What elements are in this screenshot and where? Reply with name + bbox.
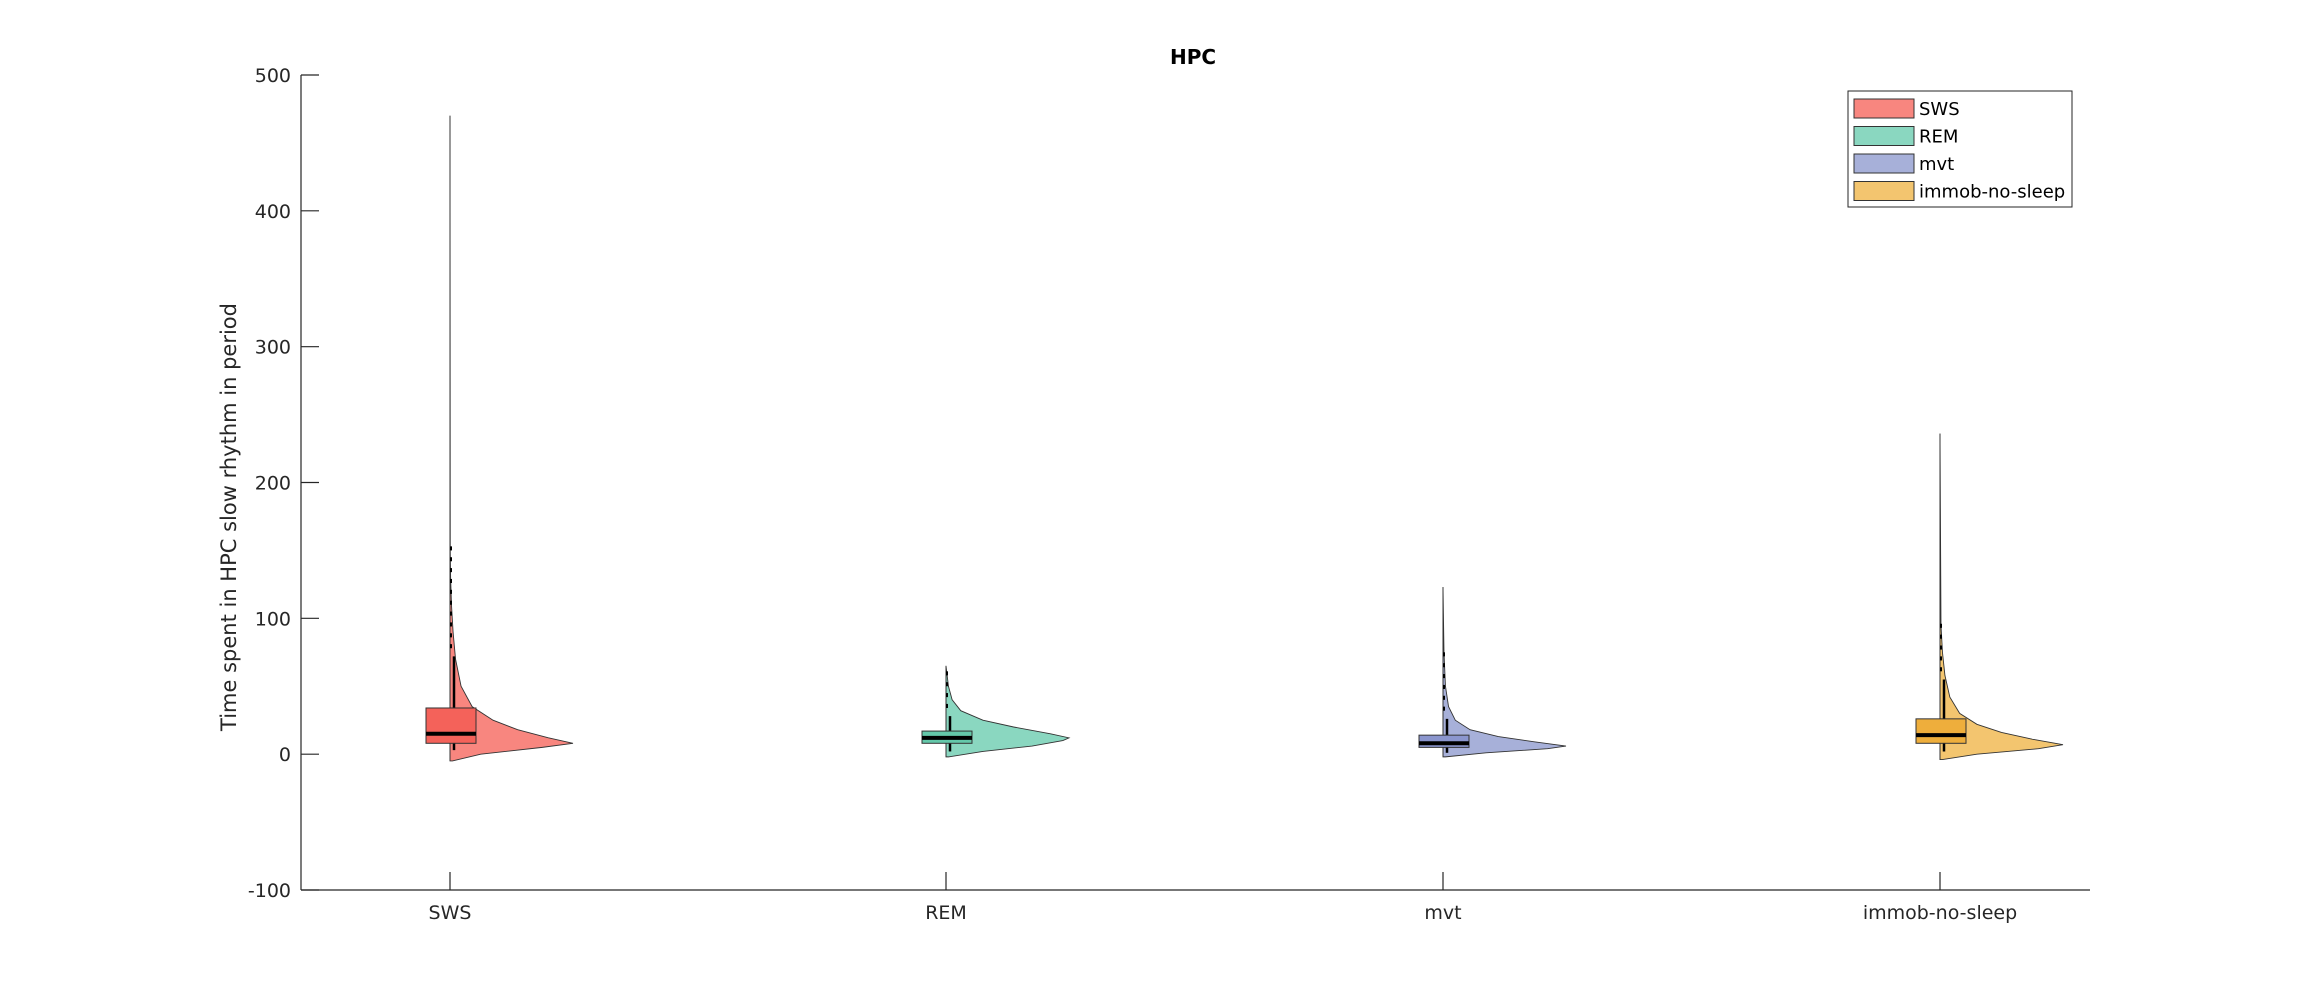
box [425,707,477,744]
plot-area [425,115,2064,762]
violin-SWS [425,115,574,762]
y-tick-label: -100 [248,880,291,902]
violin-shape [1442,587,1567,758]
violin-shape [1939,433,2064,761]
y-axis-label: Time spent in HPC slow rhythm in period [217,303,241,732]
violin-shape [945,665,1071,758]
y-tick-label: 400 [255,201,291,223]
violin-mvt [1418,587,1567,758]
legend-label: REM [1919,127,1958,148]
violin-immob-no-sleep [1915,433,2064,761]
x-tick-label: mvt [1424,902,1461,924]
violin-shape [449,115,574,762]
x-tick-label: immob-no-sleep [1863,902,2017,924]
violin-REM [921,665,1071,758]
y-tick-label: 500 [255,65,291,87]
y-tick-label: 100 [255,608,291,630]
legend-swatch [1853,153,1915,174]
x-tick-label: REM [925,902,967,924]
legend-swatch [1853,98,1915,119]
legend: SWS REM mvt immob-no-sleep [1847,90,2073,208]
y-tick-label: 200 [255,473,291,495]
legend-label: SWS [1919,99,1960,120]
legend-swatch [1853,126,1915,146]
legend-label: mvt [1919,154,1954,175]
chart-title: HPC [1170,45,1216,69]
axes: -100 0 100 200 300 400 500 SWS REM mvt immob-no-sl… [248,65,2090,924]
y-tick-label: 0 [279,744,291,766]
box [1418,734,1470,748]
y-tick-label: 300 [255,337,291,359]
x-tick-label: SWS [429,902,472,924]
box [1915,718,1967,744]
legend-swatch [1853,181,1915,201]
legend-label: immob-no-sleep [1919,182,2065,203]
